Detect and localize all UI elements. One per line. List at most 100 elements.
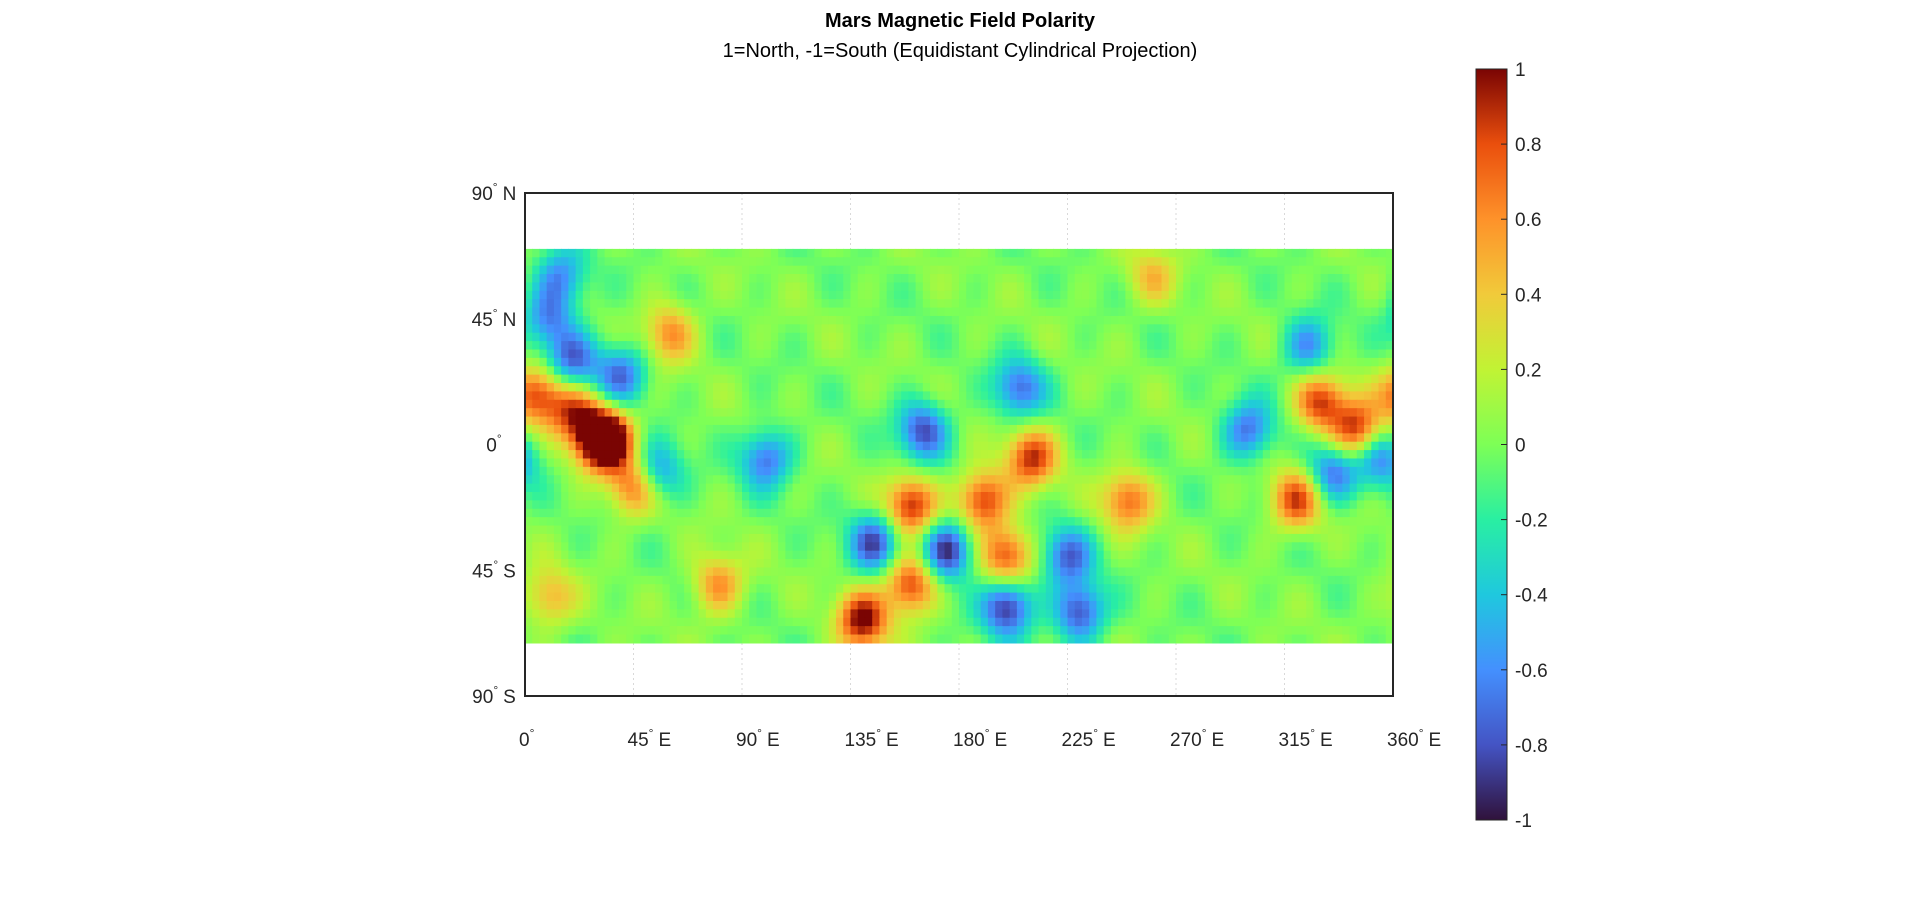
heatmap-cell xyxy=(575,492,584,501)
heatmap-cell xyxy=(619,299,627,309)
heatmap-cell xyxy=(568,324,577,334)
heatmap-cell xyxy=(1154,408,1163,418)
heatmap-cell xyxy=(1320,550,1329,560)
heatmap-cell xyxy=(893,525,902,535)
heatmap-cell xyxy=(843,492,852,501)
heatmap-cell xyxy=(843,416,852,426)
heatmap-cell xyxy=(987,450,996,460)
heatmap-cell xyxy=(951,332,960,342)
heatmap-cell xyxy=(980,399,989,409)
heatmap-cell xyxy=(915,575,924,585)
heatmap-cell xyxy=(1132,466,1141,476)
heatmap-cell xyxy=(1197,307,1206,317)
heatmap-cell xyxy=(828,248,837,258)
heatmap-cell xyxy=(1204,383,1213,392)
heatmap-cell xyxy=(1255,315,1264,325)
heatmap-cell xyxy=(1277,248,1286,258)
heatmap-cell xyxy=(1298,533,1307,543)
heatmap-cell xyxy=(1262,567,1271,577)
heatmap-cell xyxy=(568,592,577,602)
heatmap-cell xyxy=(1248,508,1257,518)
heatmap-cell xyxy=(836,307,844,317)
heatmap-cell xyxy=(886,257,895,267)
heatmap-cell xyxy=(864,383,873,392)
heatmap-cell xyxy=(1335,559,1343,569)
heatmap-cell xyxy=(662,416,671,426)
heatmap-cell xyxy=(1255,567,1264,577)
heatmap-cell xyxy=(1190,458,1199,468)
heatmap-cell xyxy=(575,517,584,527)
heatmap-cell xyxy=(1342,424,1351,434)
heatmap-cell xyxy=(864,357,873,367)
heatmap-cell xyxy=(937,542,946,552)
heatmap-cell xyxy=(973,307,982,317)
heatmap-cell xyxy=(1016,458,1025,468)
heatmap-cell xyxy=(662,500,671,510)
heatmap-cell xyxy=(821,341,830,351)
heatmap-cell xyxy=(546,341,555,351)
heatmap-cell xyxy=(1356,248,1365,258)
heatmap-cell xyxy=(1002,584,1011,594)
heatmap-cell xyxy=(1262,559,1271,569)
heatmap-cell xyxy=(1291,332,1300,342)
heatmap-cell xyxy=(756,416,765,426)
heatmap-cell xyxy=(1197,357,1206,367)
heatmap-cell xyxy=(879,257,888,267)
heatmap-cell xyxy=(633,349,642,359)
heatmap-cell xyxy=(1031,391,1040,401)
heatmap-cell xyxy=(525,324,533,334)
heatmap-cell xyxy=(908,282,917,292)
heatmap-cell xyxy=(879,383,888,392)
heatmap-cell xyxy=(843,315,852,325)
heatmap-cell xyxy=(539,466,548,476)
heatmap-cell xyxy=(1045,408,1054,418)
heatmap-cell xyxy=(1219,374,1228,384)
heatmap-cell xyxy=(604,525,613,535)
heatmap-cell xyxy=(1045,458,1054,468)
heatmap-cell xyxy=(1255,299,1264,309)
heatmap-cell xyxy=(742,542,750,552)
heatmap-cell xyxy=(857,450,866,460)
heatmap-cell xyxy=(915,366,924,376)
heatmap-cell xyxy=(901,257,909,267)
heatmap-cell xyxy=(1313,248,1322,258)
heatmap-cell xyxy=(1298,315,1307,325)
heatmap-cell xyxy=(1031,458,1040,468)
heatmap-cell xyxy=(1298,299,1307,309)
heatmap-cell xyxy=(944,265,953,275)
heatmap-cell xyxy=(1364,575,1372,585)
heatmap-cell xyxy=(655,282,664,292)
heatmap-cell xyxy=(1342,441,1351,451)
heatmap-cell xyxy=(756,533,765,543)
heatmap-cell xyxy=(930,307,938,317)
heatmap-cell xyxy=(633,433,642,443)
heatmap-cell xyxy=(1219,391,1228,401)
heatmap-cell xyxy=(1371,257,1380,267)
heatmap-cell xyxy=(1342,383,1351,392)
heatmap-cell xyxy=(1154,299,1163,309)
heatmap-cell xyxy=(915,483,924,493)
heatmap-cell xyxy=(698,324,707,334)
heatmap-cell xyxy=(901,458,909,468)
heatmap-cell xyxy=(959,383,967,392)
heatmap-cell xyxy=(1081,466,1090,476)
heatmap-cell xyxy=(705,282,714,292)
heatmap-cell xyxy=(908,542,917,552)
heatmap-cell xyxy=(864,533,873,543)
heatmap-cell xyxy=(843,299,852,309)
heatmap-cell xyxy=(908,332,917,342)
heatmap-cell xyxy=(1371,584,1380,594)
heatmap-cell xyxy=(893,508,902,518)
heatmap-cell xyxy=(1277,357,1286,367)
heatmap-cell xyxy=(1002,332,1011,342)
heatmap-cell xyxy=(1204,424,1213,434)
heatmap-cell xyxy=(966,341,975,351)
heatmap-cell xyxy=(1024,366,1032,376)
heatmap-cell xyxy=(778,341,786,351)
heatmap-cell xyxy=(561,508,569,518)
heatmap-cell xyxy=(807,517,815,527)
heatmap-cell xyxy=(1298,332,1307,342)
heatmap-cell xyxy=(850,282,859,292)
heatmap-cell xyxy=(1335,357,1343,367)
heatmap-cell xyxy=(590,542,598,552)
